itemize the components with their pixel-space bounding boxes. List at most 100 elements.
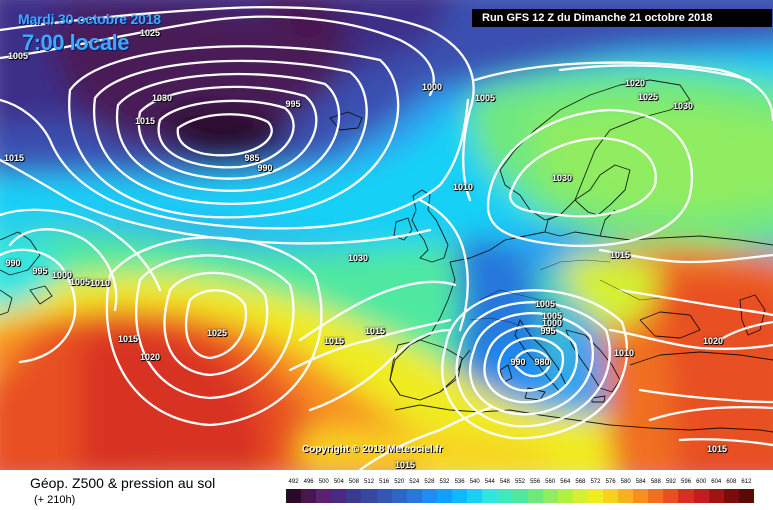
scale-tick-label: 544 (484, 479, 495, 485)
lead-time: (+ 210h) (34, 494, 76, 506)
scale-tick-label: 556 (530, 479, 541, 485)
geopotential-field (0, 0, 773, 470)
isobar-label: 1015 (609, 250, 631, 260)
isobar-label: 1015 (323, 336, 345, 346)
scale-swatch (572, 489, 588, 503)
isobar-label: 1015 (3, 153, 25, 163)
scale-swatch (452, 489, 468, 503)
isobar-label: 1030 (551, 173, 573, 183)
scale-tick-label: 516 (379, 479, 390, 485)
borders (469, 259, 661, 331)
forecast-date: Mardi 30 octobre 2018 (18, 11, 161, 27)
scale-tick-label: 588 (650, 479, 661, 485)
scale-tick-label: 508 (348, 479, 359, 485)
isobar-label: 1000 (421, 82, 443, 92)
scale-swatch (557, 489, 573, 503)
scale-swatches (286, 489, 754, 503)
scale-swatch (301, 489, 317, 503)
scale-tick-label: 552 (514, 479, 525, 485)
scale-tick-label: 492 (288, 479, 299, 485)
scale-tick-label: 524 (409, 479, 420, 485)
isobar-label: 1005 (541, 311, 563, 321)
scale-tick-label: 584 (635, 479, 646, 485)
scale-tick-label: 560 (545, 479, 556, 485)
weather-map (0, 0, 773, 470)
isobar-label: 1020 (702, 336, 724, 346)
isobar-label: 985 (244, 153, 260, 163)
isobar-label: 1000 (541, 318, 563, 328)
scale-tick-label: 520 (394, 479, 405, 485)
scale-swatch (678, 489, 694, 503)
isobar-label: 1005 (69, 277, 91, 287)
scale-swatch (602, 489, 619, 503)
isobar-label: 1015 (394, 460, 416, 470)
isobar-label: 1010 (89, 278, 111, 288)
isobar-label: 1015 (134, 116, 156, 126)
legend-footer: Géop. Z500 & pression au sol (+ 210h) 49… (0, 470, 773, 510)
scale-swatch (512, 489, 528, 503)
scale-swatch (482, 489, 498, 503)
scale-tick-label: 496 (303, 479, 314, 485)
scale-swatch (467, 489, 483, 503)
scale-swatch (542, 489, 558, 503)
coastlines (0, 79, 773, 433)
scale-swatch (376, 489, 392, 503)
isobar-label: 995 (540, 326, 556, 336)
copyright-notice: Copyright © 2018 Meteociel.fr (302, 444, 443, 455)
scale-tick-label: 564 (560, 479, 571, 485)
product-title: Géop. Z500 & pression au sol (30, 475, 216, 491)
scale-tick-label: 592 (665, 479, 676, 485)
scale-tick-label: 612 (741, 479, 752, 485)
isobar-label: 1025 (206, 328, 228, 338)
isobar-label: 1000 (51, 270, 73, 280)
forecast-time: 7:00 locale (22, 30, 130, 55)
scale-swatch (346, 489, 362, 503)
isobar-label: 1005 (474, 93, 496, 103)
scale-swatch (316, 489, 332, 503)
scale-tick-label: 576 (605, 479, 616, 485)
scale-tick-label: 596 (681, 479, 692, 485)
isobar-label: 1030 (347, 253, 369, 263)
isobar-label: 1025 (637, 92, 659, 102)
scale-swatch (693, 489, 709, 503)
scale-swatch (497, 489, 513, 503)
scale-swatch (708, 489, 724, 503)
geopotential-color-scale: 492 496 500 504 508 512 516 520 524 528 532 536 540 5… (286, 479, 754, 503)
isobar-label: 990 (257, 163, 273, 173)
isobar-label: 1015 (117, 334, 139, 344)
scale-tick-label: 568 (575, 479, 586, 485)
scale-tick-label: 580 (620, 479, 631, 485)
scale-swatch (633, 489, 649, 503)
scale-labels: 492 496 500 504 508 512 516 520 524 528 532 536 540 5… (286, 479, 754, 489)
isobar-label: 990 (510, 357, 526, 367)
scale-swatch (391, 489, 407, 503)
isobar-label: 1005 (7, 51, 29, 61)
isobar-label: 995 (32, 266, 48, 276)
isobar-label: 1015 (706, 444, 728, 454)
isobar-label: 1010 (613, 348, 635, 358)
isobar-label: 1020 (624, 78, 646, 88)
model-run-banner: Run GFS 12 Z du Dimanche 21 octobre 2018 (472, 9, 772, 27)
scale-swatch (723, 489, 739, 503)
scale-tick-label: 548 (499, 479, 510, 485)
isobar-label: 1030 (151, 93, 173, 103)
scale-tick-label: 512 (364, 479, 375, 485)
scale-swatch (587, 489, 603, 503)
scale-tick-label: 604 (711, 479, 722, 485)
scale-tick-label: 608 (726, 479, 737, 485)
isobar-label: 1005 (534, 299, 556, 309)
scale-tick-label: 528 (424, 479, 435, 485)
scale-swatch (361, 489, 377, 503)
scale-tick-label: 532 (439, 479, 450, 485)
scale-swatch (663, 489, 679, 503)
scale-swatch (648, 489, 664, 503)
isobar-label: 1010 (452, 182, 474, 192)
isobar-label: 1025 (139, 28, 161, 38)
scale-tick-label: 600 (696, 479, 707, 485)
isobar-label: 1015 (364, 326, 386, 336)
scale-swatch (421, 489, 437, 503)
scale-swatch (406, 489, 422, 503)
scale-swatch (286, 489, 302, 503)
scale-swatch (618, 489, 634, 503)
